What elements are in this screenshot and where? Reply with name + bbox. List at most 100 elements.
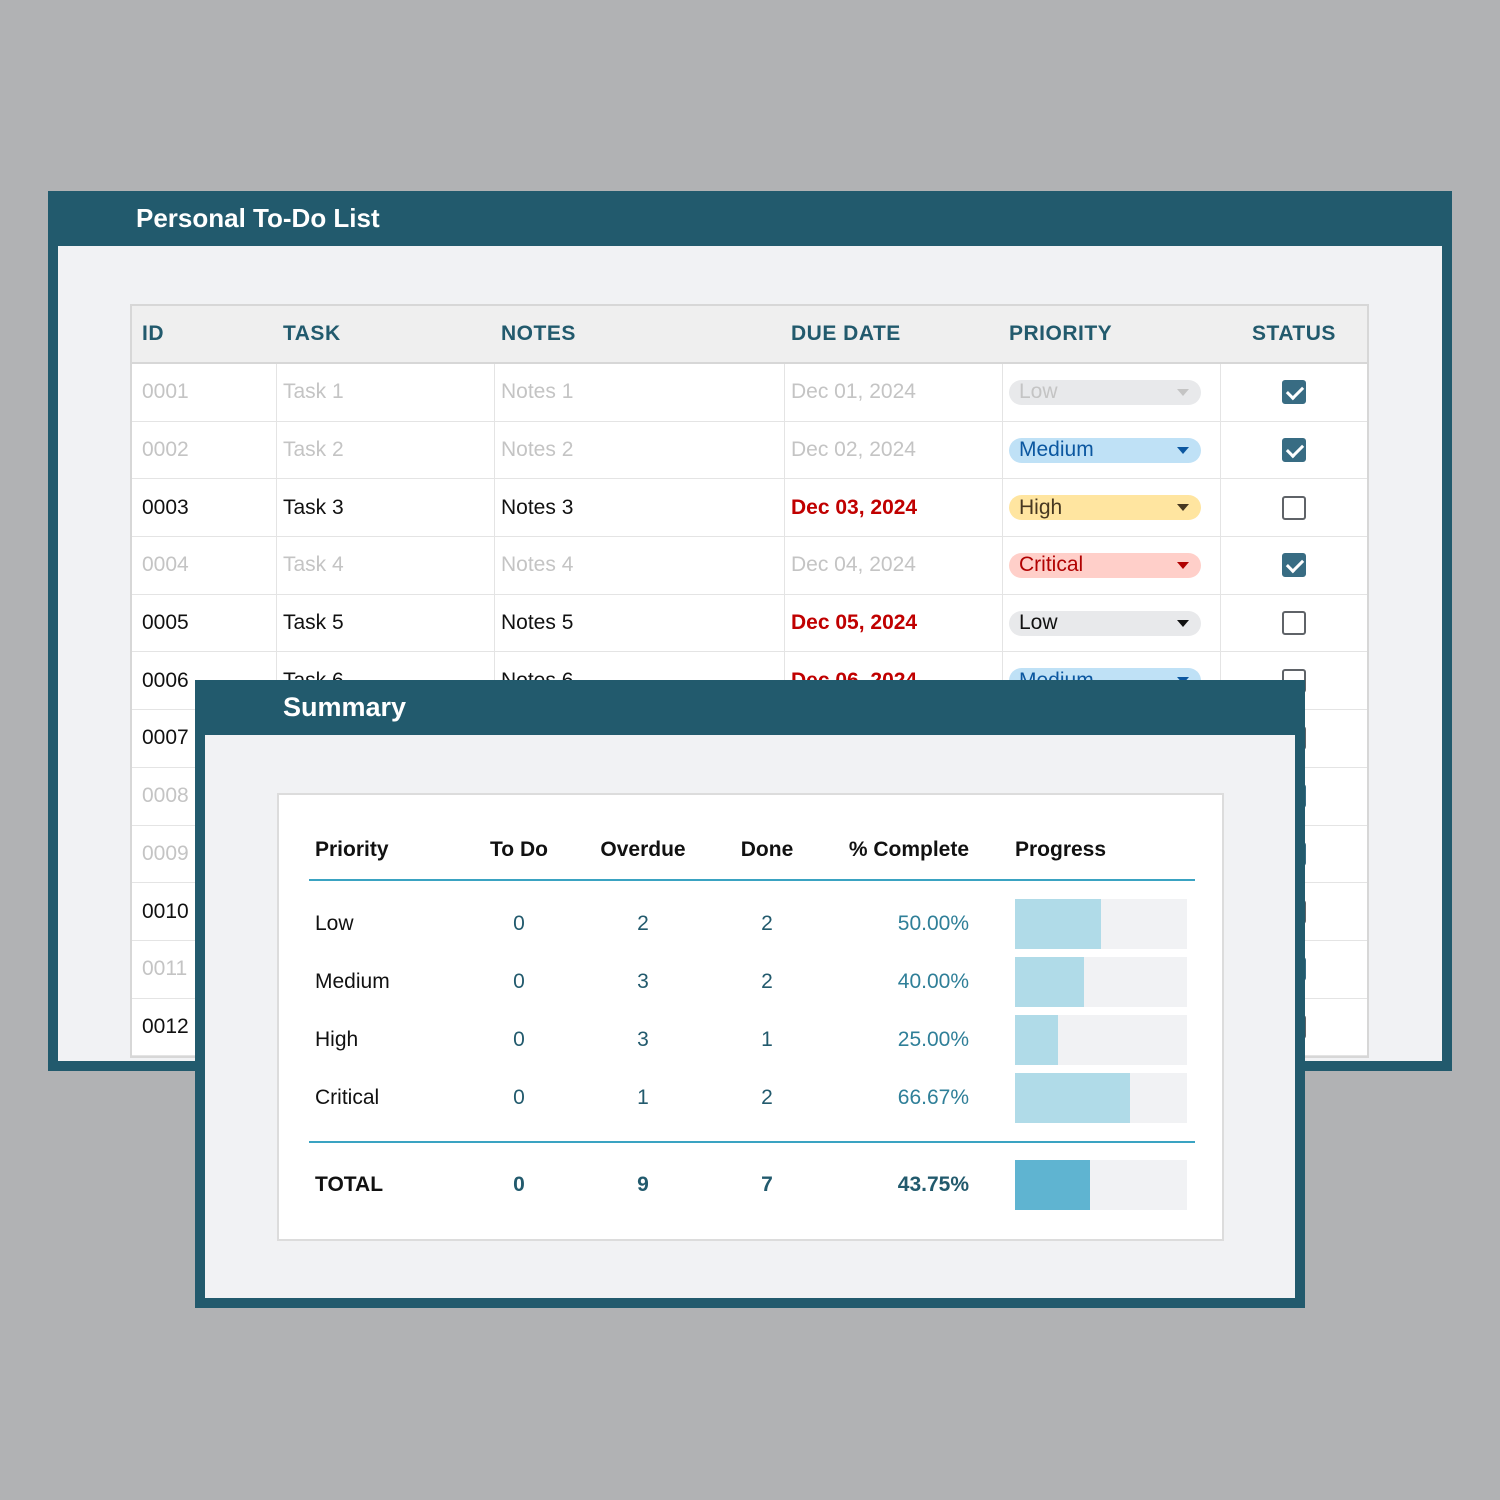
priority-value: Medium: [1019, 438, 1094, 462]
cell-priority: Critical: [1003, 537, 1221, 594]
cell-due-date-text: Dec 05, 2024: [791, 611, 918, 635]
summary-header-priority: Priority: [315, 838, 389, 861]
cell-id-text: 0003: [142, 495, 189, 519]
dropdown-arrow-icon: [1177, 561, 1189, 569]
cell-due-date-text: Dec 04, 2024: [791, 553, 916, 577]
summary-todo: 0: [513, 970, 525, 993]
summary-row: High 0 3 1 25.00%: [309, 1011, 1195, 1069]
progress-fill: [1015, 957, 1084, 1007]
cell-notes: Notes 4: [495, 537, 785, 594]
priority-dropdown[interactable]: Low: [1009, 610, 1201, 636]
total-todo: 0: [513, 1173, 525, 1196]
cell-status: [1221, 595, 1367, 652]
summary-body: Priority To Do Overdue Done % Complete P…: [205, 735, 1295, 1298]
cell-task: Task 2: [277, 421, 495, 479]
cell-task-text: Task 2: [283, 438, 344, 462]
cell-priority: Low: [1003, 364, 1221, 421]
summary-done: 2: [761, 912, 773, 935]
summary-complete: 50.00%: [897, 912, 969, 935]
dropdown-arrow-icon: [1177, 388, 1189, 396]
summary-priority: Medium: [315, 970, 390, 993]
cell-task-text: Task 1: [283, 380, 344, 404]
summary-overdue: 2: [637, 912, 649, 935]
cell-id-text: 0012: [142, 1014, 189, 1038]
total-done: 7: [761, 1173, 773, 1196]
summary-table: Priority To Do Overdue Done % Complete P…: [309, 795, 1195, 1227]
cell-notes-text: Notes 3: [501, 495, 574, 519]
header-priority: PRIORITY: [1009, 322, 1113, 345]
cell-id-text: 0005: [142, 611, 189, 635]
summary-row: Low 0 2 2 50.00%: [309, 895, 1195, 953]
cell-due-date: Dec 05, 2024: [785, 594, 1003, 652]
status-checkbox[interactable]: [1282, 438, 1306, 463]
priority-dropdown[interactable]: Low: [1009, 379, 1201, 405]
summary-done: 2: [761, 970, 773, 993]
cell-id: 0001: [132, 364, 277, 421]
cell-id: 0005: [132, 594, 277, 652]
summary-overdue: 3: [637, 1028, 649, 1051]
summary-rows: Low 0 2 2 50.00% Medium 0 3 2 40.00% High 0 3 1 25.00%…: [309, 881, 1195, 1141]
progress-bar: [1015, 1073, 1187, 1123]
summary-row: Medium 0 3 2 40.00%: [309, 953, 1195, 1011]
dropdown-arrow-icon: [1177, 504, 1189, 512]
header-due-date: DUE DATE: [791, 322, 901, 345]
dropdown-arrow-icon: [1177, 619, 1189, 627]
summary-header-complete: % Complete: [848, 838, 969, 861]
cell-id-text: 0001: [142, 380, 189, 404]
table-row: 0004 Task 4 Notes 4 Dec 04, 2024 Critical: [132, 537, 1367, 595]
priority-value: Critical: [1019, 553, 1084, 577]
total-label: TOTAL: [315, 1173, 384, 1196]
cell-due-date-text: Dec 01, 2024: [791, 380, 916, 404]
cell-due-date: Dec 01, 2024: [785, 364, 1003, 421]
cell-notes: Notes 5: [495, 594, 785, 652]
progress-fill: [1015, 899, 1101, 949]
priority-dropdown[interactable]: Medium: [1009, 437, 1201, 463]
status-checkbox[interactable]: [1282, 380, 1306, 405]
cell-id-text: 0002: [142, 438, 189, 462]
summary-title: Summary: [283, 692, 407, 722]
table-row: 0003 Task 3 Notes 3 Dec 03, 2024 High: [132, 479, 1367, 538]
summary-done: 1: [761, 1028, 773, 1051]
status-checkbox[interactable]: [1282, 495, 1306, 520]
cell-id: 0002: [132, 421, 277, 479]
todo-table-header: ID TASK NOTES DUE DATE PRIORITY STATUS: [132, 306, 1367, 364]
priority-value: Low: [1019, 611, 1058, 635]
cell-id-text: 0007: [142, 726, 189, 750]
header-id: ID: [142, 322, 164, 345]
total-complete: 43.75%: [897, 1173, 969, 1196]
summary-complete: 66.67%: [897, 1086, 969, 1109]
priority-dropdown[interactable]: Critical: [1009, 552, 1201, 578]
cell-notes-text: Notes 4: [501, 553, 574, 577]
cell-task: Task 4: [277, 537, 495, 594]
cell-notes: Notes 1: [495, 364, 785, 421]
summary-header-row: Priority To Do Overdue Done % Complete P…: [309, 795, 1195, 881]
todo-title: Personal To-Do List: [136, 203, 380, 233]
header-notes: NOTES: [501, 322, 576, 345]
summary-priority: Critical: [315, 1086, 380, 1109]
status-checkbox[interactable]: [1282, 553, 1306, 578]
cell-status: [1221, 479, 1367, 536]
cell-id: 0003: [132, 479, 277, 537]
status-checkbox[interactable]: [1282, 611, 1306, 636]
cell-notes-text: Notes 5: [501, 611, 574, 635]
todo-titlebar: Personal To-Do List: [48, 191, 1452, 246]
cell-notes-text: Notes 2: [501, 438, 574, 462]
cell-notes: Notes 3: [495, 479, 785, 537]
cell-due-date: Dec 04, 2024: [785, 537, 1003, 594]
summary-progress: [969, 957, 1195, 1007]
priority-value: High: [1019, 495, 1063, 519]
header-task: TASK: [283, 322, 341, 345]
cell-due-date: Dec 03, 2024: [785, 479, 1003, 537]
cell-task-text: Task 5: [283, 611, 344, 635]
priority-dropdown[interactable]: High: [1009, 495, 1201, 521]
table-row: 0005 Task 5 Notes 5 Dec 05, 2024 Low: [132, 594, 1367, 653]
priority-value: Low: [1019, 380, 1058, 404]
summary-todo: 0: [513, 912, 525, 935]
cell-task: Task 3: [277, 479, 495, 537]
summary-priority: High: [315, 1028, 359, 1051]
cell-task: Task 1: [277, 364, 495, 421]
summary-priority: Low: [315, 912, 354, 935]
table-row: 0002 Task 2 Notes 2 Dec 02, 2024 Medium: [132, 421, 1367, 480]
summary-complete: 25.00%: [897, 1028, 969, 1051]
summary-progress: [969, 1073, 1195, 1123]
